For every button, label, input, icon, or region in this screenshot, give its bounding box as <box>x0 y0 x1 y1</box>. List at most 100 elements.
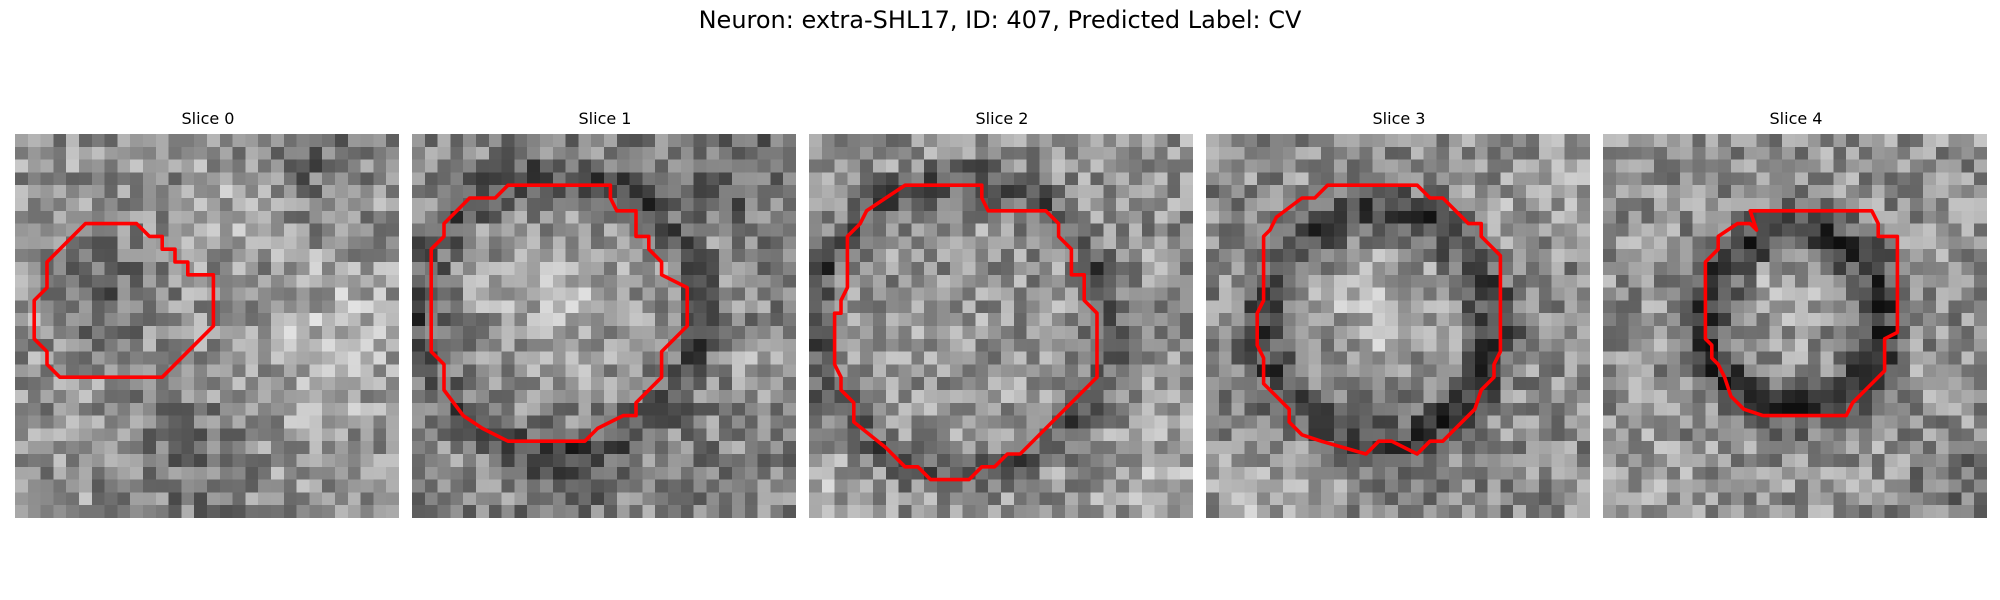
image-pixel <box>1359 390 1373 404</box>
image-pixel <box>1346 159 1360 173</box>
image-pixel <box>924 274 938 288</box>
image-pixel <box>719 274 733 288</box>
image-pixel <box>911 249 925 263</box>
image-pixel <box>1577 134 1590 148</box>
image-pixel <box>885 492 899 506</box>
image-pixel <box>1859 236 1873 250</box>
image-pixel <box>1603 428 1617 442</box>
image-pixel <box>1180 198 1193 212</box>
image-pixel <box>1641 441 1655 455</box>
image-pixel <box>1551 479 1565 493</box>
image-pixel <box>1026 326 1040 340</box>
image-pixel <box>873 134 887 148</box>
image-pixel <box>1807 274 1821 288</box>
image-pixel <box>668 300 682 314</box>
image-pixel <box>1410 326 1424 340</box>
image-pixel <box>578 441 592 455</box>
image-pixel <box>783 505 796 518</box>
image-pixel <box>1334 479 1348 493</box>
image-pixel <box>386 249 399 263</box>
image-pixel <box>1180 287 1193 301</box>
image-pixel <box>1385 262 1399 276</box>
image-pixel <box>1270 159 1284 173</box>
image-pixel <box>130 390 144 404</box>
image-pixel <box>1782 172 1796 186</box>
image-pixel <box>1167 454 1181 468</box>
image-pixel <box>66 274 80 288</box>
image-pixel <box>1500 492 1514 506</box>
image-pixel <box>527 210 541 224</box>
image-pixel <box>821 249 835 263</box>
image-pixel <box>1206 492 1220 506</box>
image-pixel <box>834 262 848 276</box>
image-pixel <box>463 390 477 404</box>
image-pixel <box>1398 159 1412 173</box>
image-pixel <box>1141 300 1155 314</box>
image-pixel <box>1385 210 1399 224</box>
slice-title-0: Slice 0 <box>181 109 235 128</box>
image-pixel <box>924 415 938 429</box>
image-pixel <box>1206 390 1220 404</box>
image-pixel <box>386 236 399 250</box>
image-pixel <box>296 236 310 250</box>
image-pixel <box>1795 236 1809 250</box>
image-pixel <box>1244 479 1258 493</box>
image-pixel <box>207 377 221 391</box>
image-pixel <box>898 159 912 173</box>
image-pixel <box>1897 249 1911 263</box>
image-pixel <box>1526 300 1540 314</box>
image-pixel <box>1449 236 1463 250</box>
image-pixel <box>1513 198 1527 212</box>
image-pixel <box>1001 441 1015 455</box>
image-pixel <box>1141 274 1155 288</box>
image-pixel <box>1654 185 1668 199</box>
image-pixel <box>591 351 605 365</box>
image-pixel <box>181 505 195 518</box>
image-pixel <box>1321 300 1335 314</box>
image-pixel <box>1462 249 1476 263</box>
image-pixel <box>1923 287 1937 301</box>
image-pixel <box>1667 505 1681 518</box>
image-pixel <box>1474 351 1488 365</box>
image-pixel <box>1487 313 1501 327</box>
image-pixel <box>860 326 874 340</box>
image-pixel <box>1859 351 1873 365</box>
image-pixel <box>1346 313 1360 327</box>
image-pixel <box>360 492 374 506</box>
image-pixel <box>847 466 861 480</box>
image-pixel <box>155 402 169 416</box>
image-pixel <box>732 326 746 340</box>
image-pixel <box>386 402 399 416</box>
image-pixel <box>309 479 323 493</box>
image-pixel <box>873 326 887 340</box>
image-pixel <box>668 454 682 468</box>
image-pixel <box>66 441 80 455</box>
image-pixel <box>104 300 118 314</box>
image-pixel <box>1013 326 1027 340</box>
image-pixel <box>962 351 976 365</box>
image-pixel <box>937 236 951 250</box>
image-pixel <box>1026 300 1040 314</box>
image-pixel <box>1667 223 1681 237</box>
image-pixel <box>1218 236 1232 250</box>
image-pixel <box>642 326 656 340</box>
image-pixel <box>975 236 989 250</box>
image-pixel <box>463 210 477 224</box>
image-pixel <box>1410 159 1424 173</box>
image-pixel <box>1398 198 1412 212</box>
image-pixel <box>1334 364 1348 378</box>
image-pixel <box>245 466 259 480</box>
image-pixel <box>412 185 426 199</box>
image-pixel <box>1359 198 1373 212</box>
image-pixel <box>1743 287 1757 301</box>
image-pixel <box>232 351 246 365</box>
image-pixel <box>1974 492 1987 506</box>
image-pixel <box>1001 364 1015 378</box>
image-pixel <box>744 428 758 442</box>
image-pixel <box>143 249 157 263</box>
image-pixel <box>360 479 374 493</box>
image-pixel <box>629 300 643 314</box>
image-pixel <box>476 313 490 327</box>
image-pixel <box>1372 210 1386 224</box>
image-pixel <box>1154 223 1168 237</box>
